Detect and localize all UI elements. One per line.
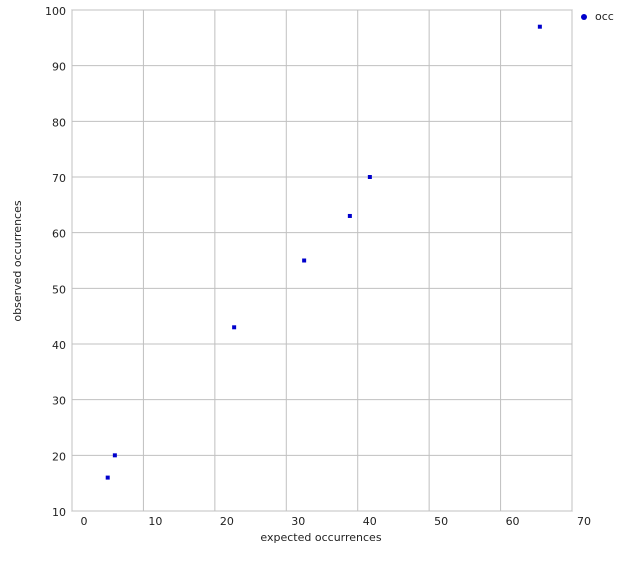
y-tick-label: 30 xyxy=(52,395,66,408)
y-tick-label: 10 xyxy=(52,506,66,519)
x-tick-label: 20 xyxy=(220,515,234,528)
point xyxy=(232,325,237,330)
x-tick-label: 40 xyxy=(363,515,377,528)
y-tick-label: 40 xyxy=(52,339,66,352)
point xyxy=(537,24,542,29)
y-tick-label: 50 xyxy=(52,283,66,296)
point xyxy=(302,258,307,263)
plot-area xyxy=(71,9,573,512)
legend-label: occ xyxy=(595,10,614,23)
y-tick-label: 20 xyxy=(52,450,66,463)
y-tick-label: 70 xyxy=(52,172,66,185)
x-tick-label: 70 xyxy=(577,515,591,528)
y-tick-label: 100 xyxy=(45,5,66,18)
x-tick-label: 60 xyxy=(506,515,520,528)
y-tick-label: 60 xyxy=(52,228,66,241)
y-tick-label: 90 xyxy=(52,61,66,74)
x-axis-label: expected occurrences xyxy=(260,531,381,544)
x-tick-label: 50 xyxy=(434,515,448,528)
point xyxy=(347,213,352,218)
point xyxy=(367,175,372,179)
y-tick-label: 80 xyxy=(52,116,66,129)
point xyxy=(112,453,117,458)
x-tick-label: 30 xyxy=(291,515,305,528)
point xyxy=(105,475,110,480)
x-tick-label: 10 xyxy=(148,515,162,528)
x-tick-label: 0 xyxy=(81,515,88,528)
legend-marker xyxy=(581,14,587,20)
y-axis-label: observed occurrences xyxy=(11,200,24,321)
